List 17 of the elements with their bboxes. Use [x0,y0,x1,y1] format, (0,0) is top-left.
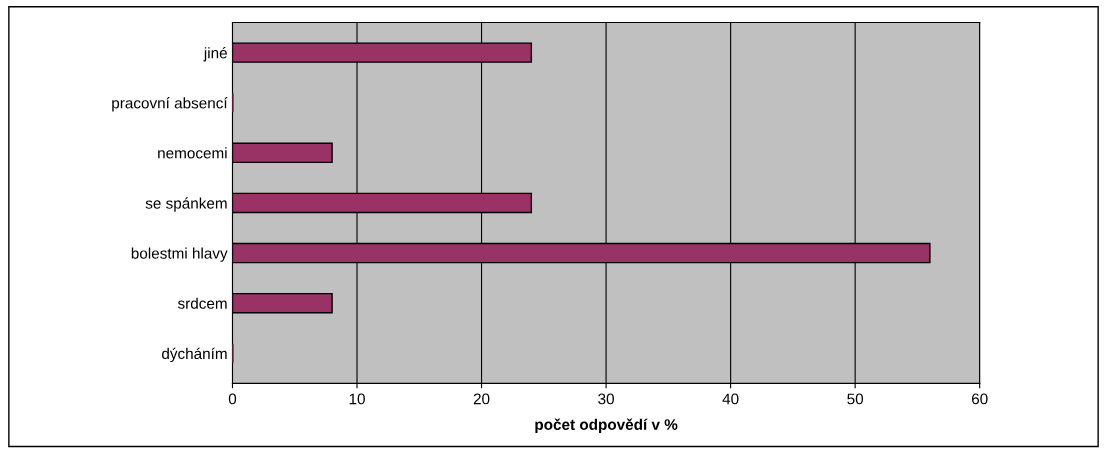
x-tick-label: 50 [847,393,864,405]
x-tick-label: 30 [598,393,614,405]
x-tick-label: 20 [473,393,490,405]
y-tick-label: se spánkem [145,197,227,212]
y-tick-label: srdcem [177,297,227,309]
bar [232,142,333,164]
bar [232,292,333,314]
y-tick-label: nemocemi [158,147,227,159]
y-tick-label: pracovní absencí [112,97,228,112]
x-tick-label: 60 [971,393,988,405]
x-axis-title: počet odpovědí v % [535,418,678,433]
y-tick-label: jiné [203,46,227,62]
y-tick-label: bolestmi hlavy [131,247,228,262]
x-tick-label: 10 [349,393,365,405]
x-tick-label: 40 [722,393,739,405]
x-tick-label: 0 [228,393,237,405]
y-tick-label: dýcháním [162,347,227,363]
